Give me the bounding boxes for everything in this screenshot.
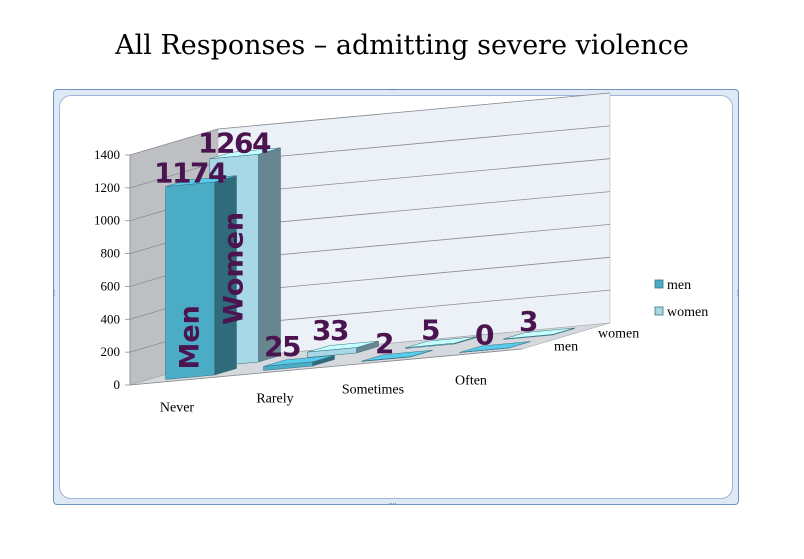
data-label: 0 bbox=[475, 318, 494, 351]
x-axis-line bbox=[129, 348, 523, 386]
men-bar-sometimes bbox=[361, 349, 433, 362]
y-tick-label: 800 bbox=[101, 246, 121, 261]
right-resize-handle[interactable]: ⋮ bbox=[734, 289, 741, 297]
bar-front bbox=[263, 361, 313, 371]
slide-title: All Responses – admitting severe violenc… bbox=[115, 30, 689, 61]
y-tick-label: 0 bbox=[114, 377, 121, 392]
legend-swatch-women bbox=[654, 306, 664, 316]
x-tick-label: Rarely bbox=[256, 392, 293, 407]
bar-front bbox=[503, 334, 553, 340]
women-bar-often bbox=[503, 327, 575, 340]
data-label: 1264 bbox=[198, 127, 271, 160]
bar-front bbox=[405, 342, 455, 349]
data-label: 33 bbox=[312, 314, 348, 347]
men-bar-rarely bbox=[263, 355, 335, 371]
bar-series-label: Women bbox=[219, 212, 250, 325]
depth-axis-label: men bbox=[554, 340, 578, 355]
x-tick-label: Often bbox=[455, 374, 487, 389]
data-label: 1174 bbox=[154, 156, 227, 189]
bar-series-label: Men bbox=[174, 305, 205, 369]
y-tick-label: 1000 bbox=[94, 213, 120, 228]
x-tick-label: Sometimes bbox=[342, 383, 404, 398]
top-resize-handle[interactable]: ···· bbox=[388, 86, 397, 94]
men-bar-never bbox=[165, 175, 237, 380]
bar-front bbox=[459, 347, 509, 353]
women-bar-sometimes bbox=[405, 336, 477, 349]
y-tick-label: 200 bbox=[101, 344, 121, 359]
x-tick-label: Never bbox=[160, 401, 195, 416]
y-tick-label: 1200 bbox=[94, 180, 120, 195]
y-tick-label: 600 bbox=[101, 278, 121, 293]
bar-front bbox=[307, 347, 357, 358]
data-label: 3 bbox=[519, 305, 537, 338]
data-label: 2 bbox=[375, 327, 393, 360]
bar-front bbox=[361, 356, 411, 362]
legend-label-men: men bbox=[667, 278, 691, 293]
depth-axis-label: women bbox=[598, 327, 639, 342]
men-bar-often bbox=[459, 341, 531, 353]
data-label: 25 bbox=[264, 330, 300, 363]
y-tick-label: 400 bbox=[101, 311, 121, 326]
legend-label-women: women bbox=[667, 305, 708, 320]
bottom-resize-handle[interactable]: ···· bbox=[388, 500, 397, 508]
left-resize-handle[interactable]: ⋮ bbox=[51, 289, 58, 297]
bar-front bbox=[165, 181, 215, 380]
legend-swatch-men bbox=[654, 279, 664, 289]
data-label: 5 bbox=[421, 313, 439, 346]
y-tick-label: 1400 bbox=[94, 147, 120, 162]
women-bar-rarely bbox=[307, 340, 379, 358]
gridline bbox=[129, 92, 611, 156]
